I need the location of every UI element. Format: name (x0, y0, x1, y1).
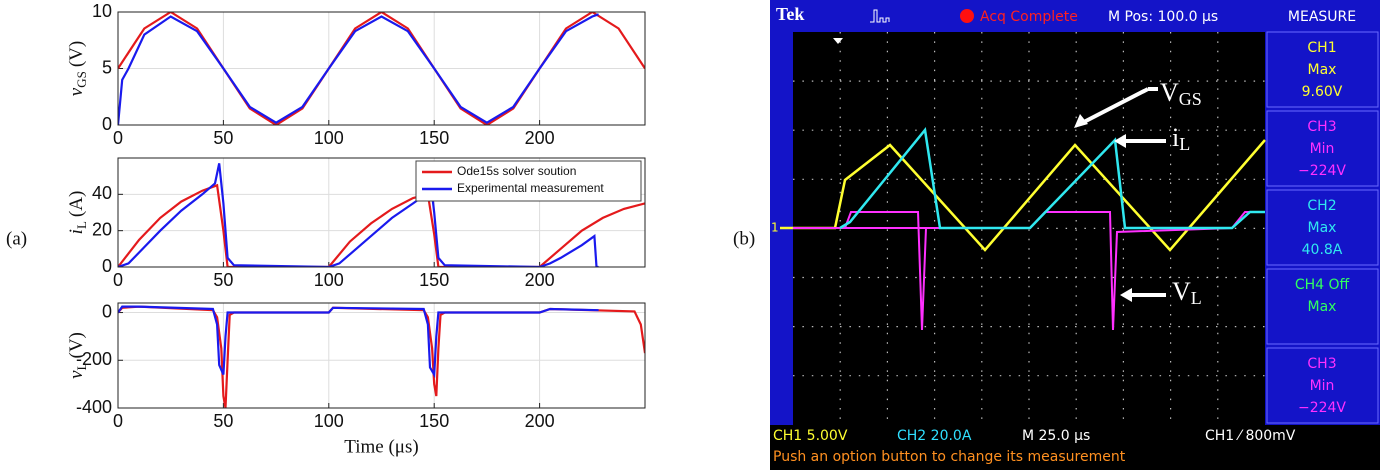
oscilloscope: Tek Acq Complete M Pos: 100.0 µs MEASURE… (770, 0, 1380, 470)
panel-label: (b) (733, 228, 755, 249)
y-label-unit: (A) (66, 191, 87, 217)
measure-panel: CH1 Max 9.60V CH3 Min −224V CH2 Max 40.8A CH4 Off… (1267, 32, 1378, 423)
y-label-unit: (V) (66, 41, 87, 67)
measure-text: Min (1310, 378, 1335, 394)
y-label: iL(A) (66, 191, 89, 235)
y-tick-label: 0 (102, 256, 112, 276)
y-label: vL(V) (66, 332, 89, 379)
ch1-marker: 1 (771, 221, 779, 235)
x-tick-label: 0 (113, 128, 123, 148)
footer-time: M 25.0 µs (1022, 428, 1090, 444)
annotation-main: V (1172, 277, 1191, 306)
y-tick-label: 0 (102, 114, 112, 134)
measure-text: CH1 (1307, 40, 1336, 56)
measure-title: MEASURE (1288, 9, 1356, 25)
footer-message: Push an option button to change its meas… (773, 449, 1126, 465)
plot-area (118, 303, 645, 408)
y-tick-label: 20 (92, 219, 112, 239)
position: M Pos: 100.0 µs (1108, 9, 1218, 25)
x-tick-label: 50 (213, 270, 233, 290)
x-label: Time (μs) (344, 436, 418, 457)
annotation-main: i (1172, 123, 1179, 152)
x-tick-label: 200 (525, 128, 555, 148)
x-tick-label: 100 (314, 411, 344, 431)
annotation-sub: L (1191, 288, 1202, 308)
status: Acq Complete (980, 9, 1078, 25)
y-tick-label: 10 (92, 1, 112, 21)
x-tick-label: 200 (525, 270, 555, 290)
x-tick-label: 150 (419, 411, 449, 431)
measure-text: CH2 (1307, 198, 1336, 214)
y-tick-label: -400 (76, 397, 112, 417)
panel-label: (a) (6, 228, 27, 249)
y-label: vGS(V) (66, 41, 89, 96)
annotation-main: V (1160, 78, 1179, 107)
measure-text: Min (1310, 141, 1335, 157)
measure-text: CH3 (1307, 356, 1336, 372)
legend-label: Ode15s solver soution (457, 164, 576, 178)
y-label-sub: L (74, 221, 89, 229)
measure-text: 40.8A (1302, 242, 1343, 258)
legend-label: Experimental measurement (457, 181, 604, 195)
y-label-sub: GS (74, 71, 89, 88)
annotation-sub: GS (1179, 89, 1202, 109)
measure-text: Max (1308, 62, 1337, 78)
footer-ch2: CH2 20.0A (897, 428, 972, 444)
x-tick-label: 0 (113, 270, 123, 290)
y-label-sub: L (74, 362, 89, 370)
measure-text: Max (1308, 220, 1337, 236)
status-dot (960, 9, 974, 23)
measure-text: CH4 Off (1295, 277, 1350, 293)
measure-text: CH3 (1307, 119, 1336, 135)
y-tick-label: 5 (102, 57, 112, 77)
footer-ch1: CH1 5.00V (773, 428, 848, 444)
y-label-unit: (V) (66, 332, 87, 358)
annotation-sub: L (1179, 134, 1190, 154)
x-tick-label: 100 (314, 128, 344, 148)
x-tick-label: 0 (113, 411, 123, 431)
brand: Tek (776, 4, 804, 24)
measure-text: Max (1308, 299, 1337, 315)
measure-text: 9.60V (1302, 84, 1343, 100)
measure-text: −224V (1298, 163, 1346, 179)
figure: (a) (b) Tek Acq Complete M Pos: 100.0 µs… (0, 0, 1380, 470)
x-tick-label: 200 (525, 411, 555, 431)
x-tick-label: 150 (419, 270, 449, 290)
x-tick-label: 50 (213, 411, 233, 431)
x-tick-label: 100 (314, 270, 344, 290)
y-tick-label: 0 (102, 301, 112, 321)
y-tick-label: 40 (92, 183, 112, 203)
footer-trigger: CH1 ⁄ 800mV (1205, 428, 1296, 444)
x-tick-label: 50 (213, 128, 233, 148)
x-tick-label: 150 (419, 128, 449, 148)
measure-text: −224V (1298, 400, 1346, 416)
